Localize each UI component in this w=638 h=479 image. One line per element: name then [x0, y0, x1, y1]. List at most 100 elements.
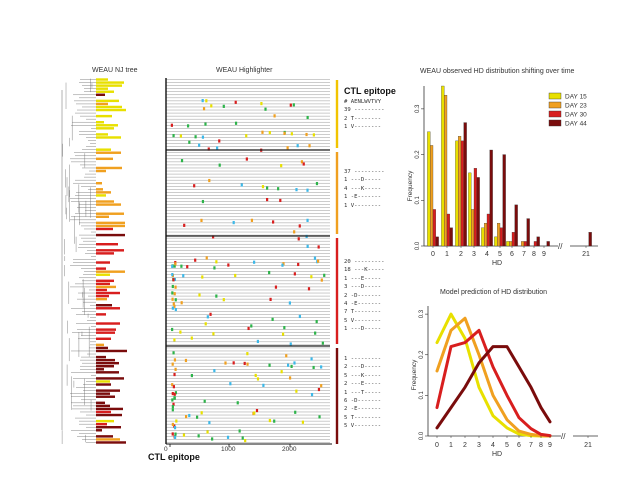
line-chart-ticks: 0.0 0.1 0.2 0.3 Frequency 0 1 2 3 4 5 6 7 8 9 21 HD — [411, 309, 592, 458]
highlighter-mutation-mark — [238, 429, 241, 433]
series-line — [435, 345, 552, 430]
highlighter-mutation-mark — [298, 224, 301, 228]
epitope-mutation-mark — [171, 284, 174, 289]
epitope-mutation-mark — [174, 262, 177, 266]
tree-leaf-bar — [96, 328, 116, 331]
highlighter-mutation-mark — [289, 342, 292, 346]
highlighter-mutation-mark — [296, 144, 299, 148]
highlighter-mutation-mark — [288, 301, 291, 305]
tree-leaf-bar — [96, 166, 122, 170]
tree-leaf-bar — [96, 252, 114, 255]
highlighter-mutation-mark — [292, 103, 295, 107]
highlighter-mutation-mark — [286, 146, 289, 150]
highlighter-mutation-mark — [317, 245, 320, 249]
highlighter-mutation-mark — [222, 104, 225, 108]
epitope-line: # AENLWVTVY — [344, 99, 382, 105]
epitope-mutation-mark — [171, 391, 174, 396]
tree-leaf-bar — [96, 81, 124, 84]
bar — [588, 232, 592, 247]
tree-leaf-bar — [96, 87, 108, 90]
highlighter-mutation-mark — [229, 382, 232, 386]
epitope-mutation-mark — [172, 302, 175, 306]
tree-leaf-bar — [96, 322, 120, 325]
tree-leaf-bar — [96, 346, 108, 350]
highlighter-marks — [170, 99, 326, 443]
highlighter-mutation-mark — [290, 364, 293, 368]
epitope-mutation-mark — [173, 426, 177, 430]
tree-leaf-bar — [96, 288, 107, 292]
highlighter-mutation-mark — [256, 377, 260, 381]
line-x-tick-label: 5 — [505, 442, 509, 449]
tree-leaf-bar — [96, 203, 121, 206]
tree-leaf-bar — [96, 182, 102, 185]
epitope-line: 5 T-------- — [344, 414, 382, 421]
highlighter-mutation-mark — [297, 237, 300, 241]
highlighter-mutation-mark — [255, 408, 259, 413]
highlighter-mutation-mark — [212, 332, 215, 336]
tree-leaf-bar — [96, 282, 110, 286]
highlighter-mutation-mark — [179, 134, 183, 138]
epitope-line: 1 ---D----- — [344, 177, 382, 184]
line-y-axis-label: Frequency — [411, 359, 418, 390]
highlighter-mutation-mark — [315, 319, 318, 324]
highlighter-mutation-mark — [273, 419, 276, 423]
tree-leaf-bar — [96, 99, 119, 103]
tree-leaf-bar — [96, 383, 111, 386]
highlighter-mutation-mark — [295, 188, 298, 192]
bar-chart-bars — [427, 85, 592, 247]
epitope-mutation-mark — [171, 297, 174, 301]
highlighter-mutation-mark — [198, 293, 201, 297]
bar — [489, 149, 493, 247]
highlighter-mutation-mark — [204, 322, 207, 326]
epitope-mutation-mark — [171, 362, 174, 366]
epitope-line: 3 ---D----- — [344, 284, 382, 291]
highlighter-mutation-mark — [216, 146, 219, 150]
epitope-line: 4 -E------- — [344, 301, 382, 308]
highlighter-mutation-mark — [243, 361, 246, 366]
x-tick-0: 0 — [164, 446, 168, 453]
tree-leaf-bar — [96, 267, 106, 270]
bar-chart-title: WEAU observed HD distribution shifting o… — [420, 68, 575, 75]
highlighter-mutation-mark — [193, 184, 196, 188]
bar-x-tick-label: 1 — [445, 251, 449, 258]
epitope-line: 2 ---E----- — [344, 381, 382, 388]
tree-leaf-bar — [96, 227, 113, 231]
highlighter-mutation-mark — [232, 221, 235, 225]
bar-x-tick-label: 5 — [498, 251, 502, 258]
highlighter-mutation-mark — [313, 256, 317, 260]
highlighter-mutation-mark — [186, 124, 190, 128]
tree-leaf-bar — [96, 441, 126, 444]
highlighter-mutation-mark — [293, 230, 296, 234]
highlighter-mutation-mark — [245, 157, 248, 161]
tree-leaf-bar — [96, 270, 125, 273]
bar-chart-ticks: 0.0 0.1 0.2 0.3 Frequency 0 1 2 3 4 5 6 7 8 9 21 HD — [407, 104, 590, 267]
highlighter-mutation-mark — [264, 107, 267, 111]
highlighter-mutation-mark — [288, 376, 292, 380]
tree-leaf-bar — [96, 368, 104, 371]
highlighter-mutation-mark — [272, 220, 275, 224]
epitope-line: 39 --------- — [344, 107, 385, 114]
epitope-mutation-mark — [173, 264, 176, 268]
highlighter-mutation-mark — [289, 103, 292, 107]
tree-leaf-bar — [96, 410, 111, 414]
line-x-tick-label: 8 — [539, 442, 543, 449]
highlighter-mutation-mark — [208, 178, 211, 183]
highlighter-mutation-mark — [286, 363, 290, 367]
highlighter-mutation-mark — [183, 223, 186, 227]
tree-leaf-bar — [96, 78, 108, 81]
line-y-tick-label: 0.1 — [419, 391, 425, 400]
epitope-group-2: 37 --------- 1 ---D----- 4 ---K----- 1 -… — [344, 168, 384, 210]
tree-leaf-bar — [96, 297, 107, 301]
tree-leaf-bar — [96, 191, 111, 194]
tree-leaf-bar — [96, 349, 127, 353]
bar-y-axis-label: Frequency — [407, 170, 414, 201]
epitope-mutation-mark — [171, 272, 174, 277]
x-tick-2000: 2000 — [282, 446, 297, 453]
epitope-mutation-mark — [172, 402, 175, 406]
tree-leaf-bar — [96, 413, 122, 417]
epitope-line: 1 V-------- — [344, 124, 382, 131]
axis-break-gap — [561, 434, 573, 438]
bar-x-tick-label: 0 — [431, 251, 435, 258]
legend-swatch — [548, 119, 562, 127]
epitope-line: 2 T-------- — [344, 115, 382, 122]
